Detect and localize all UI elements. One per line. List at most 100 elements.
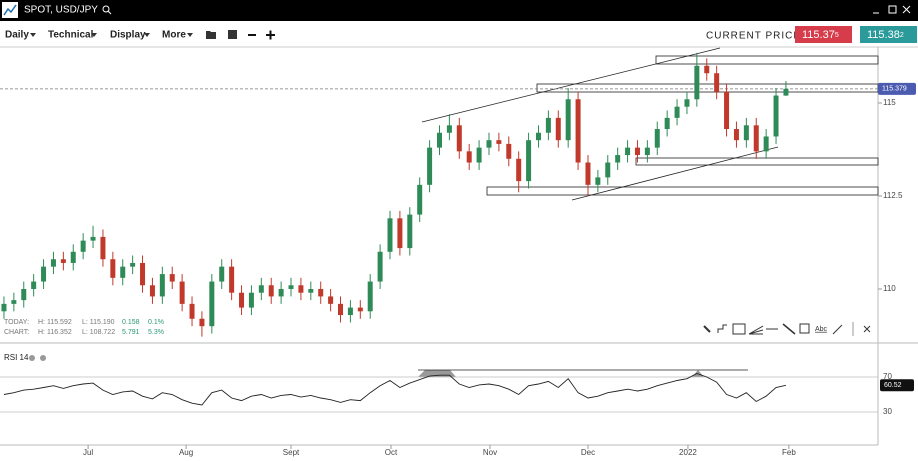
zone (536, 83, 879, 93)
candle-body (733, 129, 739, 141)
title-bar (0, 0, 918, 21)
candle-body (397, 218, 403, 249)
candle-body (644, 147, 650, 156)
candle-body (367, 281, 373, 312)
channel-upper (421, 47, 721, 123)
candle-body (575, 99, 581, 163)
candle-body (615, 155, 621, 163)
symbol: SPOT, USD/JPY (24, 5, 98, 16)
search-icon[interactable] (102, 5, 112, 15)
menu-daily[interactable]: Daily (5, 30, 29, 41)
rsi-settings-icons[interactable] (29, 355, 46, 361)
tool-fib[interactable] (732, 323, 746, 335)
candle-body (456, 125, 462, 152)
candle-body (753, 125, 759, 152)
candle-body (773, 95, 779, 137)
menu-display[interactable]: Display (110, 30, 146, 41)
candle-body (80, 240, 86, 252)
stats: TODAY: H: 115.592 L: 115.190 0.158 0.1% … (4, 319, 164, 336)
stat-change-pct: 5.3% (148, 329, 164, 336)
dropdown-arrows (30, 33, 193, 37)
y-tick-label: 110 (883, 284, 896, 293)
candle-body (694, 65, 700, 100)
candle-body (684, 99, 690, 107)
candle-body (149, 285, 155, 297)
candle-body (308, 288, 314, 293)
candle-body (169, 274, 175, 282)
candle-body (526, 140, 532, 182)
candle-body (724, 91, 730, 130)
menu-more[interactable]: More (162, 30, 186, 41)
candle-body (535, 132, 541, 141)
tool-rect[interactable] (799, 323, 810, 334)
candle-body (674, 106, 680, 118)
x-tick-label: Dec (581, 448, 595, 457)
tool-arrow[interactable] (703, 325, 711, 333)
y-tick-label: 70 (883, 372, 892, 381)
candle-body (328, 296, 334, 304)
candle-body (704, 65, 710, 74)
candle-body (189, 303, 195, 319)
candle-body (466, 151, 472, 163)
candle-body (90, 236, 96, 241)
candle-body (199, 318, 205, 327)
candle-body (120, 266, 126, 278)
candle-body (70, 251, 76, 263)
tool-text[interactable]: Abc (815, 326, 828, 333)
candle-body (21, 288, 27, 301)
candle-body (140, 262, 146, 286)
tool-fan[interactable] (748, 325, 764, 335)
y-tick-label: 112.5 (883, 191, 903, 200)
candle-body (664, 117, 670, 130)
stat-change: 5.791 (122, 329, 140, 336)
candle-body (476, 147, 482, 163)
x-tick-label: Oct (385, 448, 398, 457)
stat-change-pct: 0.1% (148, 319, 164, 326)
tool-delete[interactable] (863, 325, 871, 333)
open-icon[interactable] (206, 31, 216, 39)
bid-box[interactable] (795, 26, 852, 43)
candle-body (486, 140, 492, 148)
candle-body (634, 147, 640, 156)
close[interactable] (902, 5, 911, 14)
tool-path[interactable] (717, 324, 727, 333)
candle-body (427, 147, 433, 185)
candle-body (239, 292, 245, 308)
candle-body (347, 307, 353, 316)
x-tick-label: Nov (483, 448, 497, 457)
candle-body (605, 162, 611, 178)
rsi-value-tag (880, 379, 914, 392)
candle-body (229, 266, 235, 293)
menu-technical[interactable]: Technical (48, 30, 94, 41)
ask-pip: 2 (900, 32, 904, 39)
candle-body (100, 236, 106, 260)
bid-main: 115.37 (802, 29, 835, 41)
candle-body (516, 158, 522, 182)
y-tick-label: 30 (883, 407, 892, 416)
ask-box[interactable] (860, 26, 917, 43)
ask-main: 115.38 (867, 29, 900, 41)
candle-body (338, 303, 344, 316)
zoom-in[interactable] (266, 30, 275, 40)
stat-low: L: 108.722 (82, 329, 115, 336)
candle-body (417, 184, 423, 215)
drawing-tools: Abc (703, 322, 871, 336)
tool-segment[interactable] (782, 323, 796, 335)
last-price-tag (878, 82, 916, 95)
zone (655, 55, 879, 65)
tool-line[interactable] (832, 324, 843, 335)
candle-body (268, 285, 274, 297)
stat-low: L: 115.190 (82, 319, 115, 326)
candle-body (436, 132, 442, 148)
maximize[interactable] (888, 5, 897, 14)
x-tick-label: 2022 (679, 448, 697, 457)
y-tick-label: 115 (883, 98, 896, 107)
candle-body (625, 147, 631, 156)
candle-body (278, 288, 284, 297)
candle-body (387, 218, 393, 252)
save-icon[interactable] (228, 30, 237, 39)
x-tick-label: Sept (283, 448, 300, 457)
candle-body (288, 285, 294, 289)
x-tick-label: Feb (782, 448, 796, 457)
x-tick-label: Aug (179, 448, 193, 457)
